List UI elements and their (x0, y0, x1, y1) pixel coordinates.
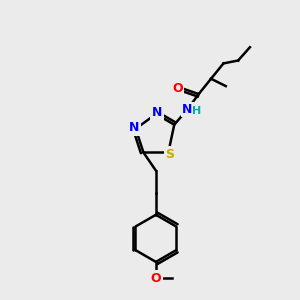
Text: O: O (172, 82, 183, 95)
Text: O: O (151, 272, 161, 285)
Text: H: H (192, 106, 202, 116)
Text: N: N (182, 103, 193, 116)
Text: N: N (152, 106, 162, 119)
Text: N: N (129, 121, 140, 134)
Text: S: S (166, 148, 175, 161)
